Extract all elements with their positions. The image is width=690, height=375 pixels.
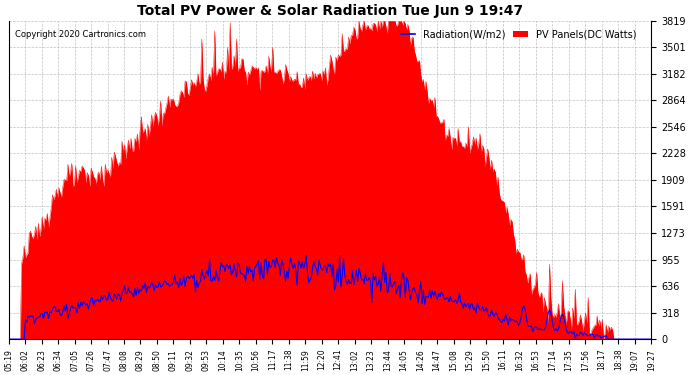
Legend: Radiation(W/m2), PV Panels(DC Watts): Radiation(W/m2), PV Panels(DC Watts) [397,26,640,44]
Title: Total PV Power & Solar Radiation Tue Jun 9 19:47: Total PV Power & Solar Radiation Tue Jun… [137,4,523,18]
Text: Copyright 2020 Cartronics.com: Copyright 2020 Cartronics.com [15,30,146,39]
